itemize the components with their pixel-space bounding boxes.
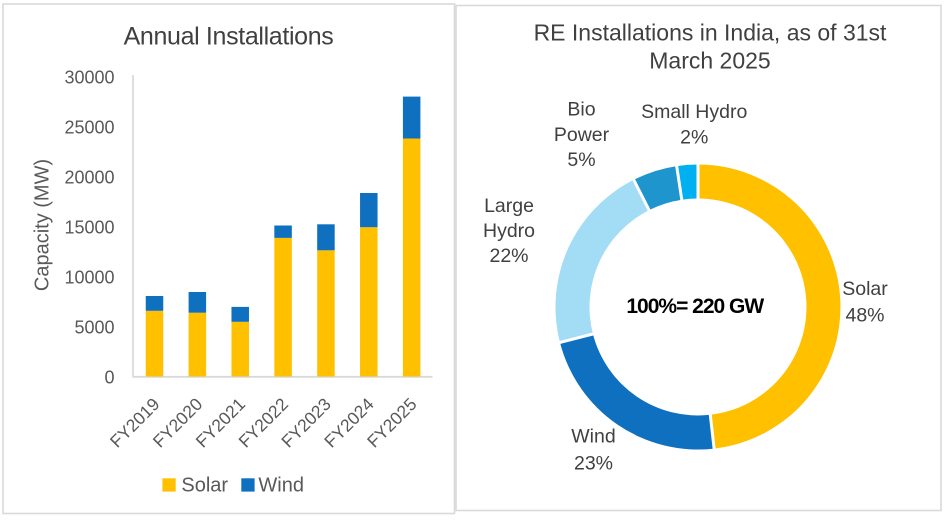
svg-text:0: 0 — [104, 367, 114, 387]
svg-text:Capacity (MW): Capacity (MW) — [32, 159, 54, 291]
svg-text:Wind: Wind — [571, 426, 615, 448]
svg-text:15000: 15000 — [64, 217, 114, 237]
svg-text:2%: 2% — [680, 126, 708, 148]
svg-text:23%: 23% — [574, 453, 613, 475]
svg-text:100%= 220 GW: 100%= 220 GW — [626, 295, 764, 318]
svg-text:10000: 10000 — [64, 267, 114, 287]
svg-text:48%: 48% — [845, 305, 884, 327]
svg-text:Small Hydro: Small Hydro — [641, 101, 747, 123]
svg-text:Wind: Wind — [258, 475, 304, 497]
svg-text:22%: 22% — [489, 245, 528, 267]
svg-text:Large: Large — [484, 195, 534, 217]
svg-text:Solar: Solar — [181, 475, 228, 497]
svg-text:March 2025: March 2025 — [649, 47, 770, 73]
svg-text:Hydro: Hydro — [483, 220, 535, 242]
svg-text:20000: 20000 — [64, 167, 114, 187]
svg-text:25000: 25000 — [64, 117, 114, 137]
svg-text:5000: 5000 — [74, 317, 114, 337]
svg-text:5%: 5% — [567, 149, 595, 171]
svg-text:RE Installations in India, as: RE Installations in India, as of 31st — [534, 19, 887, 45]
svg-text:Power: Power — [554, 124, 610, 146]
svg-text:Annual Installations: Annual Installations — [124, 23, 334, 51]
svg-text:Solar: Solar — [842, 278, 888, 300]
svg-text:30000: 30000 — [64, 67, 114, 87]
svg-text:Bio: Bio — [567, 98, 595, 120]
